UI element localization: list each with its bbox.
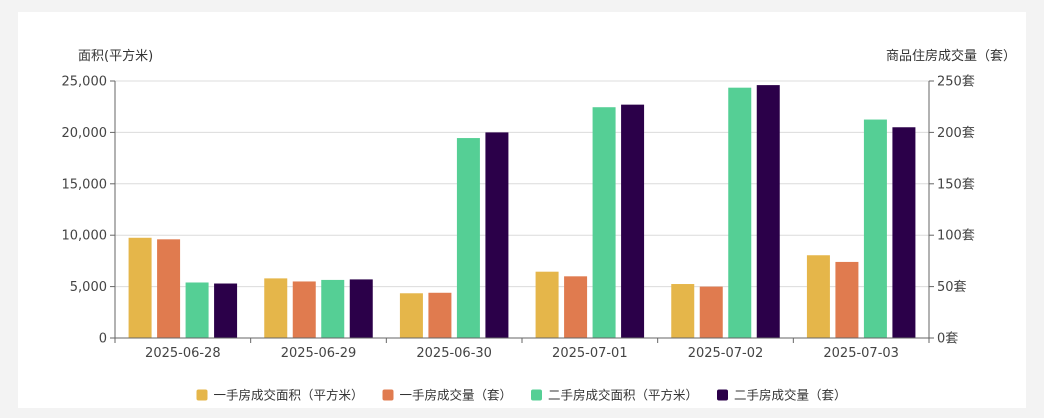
x-tick-label: 2025-06-28 [145, 346, 221, 361]
right-tick-label: 0套 [937, 331, 958, 347]
left-tick-label: 20,000 [62, 126, 108, 141]
bar-4-2025-07-01 [621, 104, 645, 338]
legend-swatch [382, 389, 394, 401]
bar-2-2025-07-03 [835, 261, 859, 338]
bar-2-2025-07-02 [699, 286, 723, 338]
legend-swatch [717, 389, 728, 401]
right-tick-label: 200套 [937, 125, 975, 141]
bar-1-2025-06-28 [128, 237, 152, 338]
bar-4-2025-07-02 [756, 85, 780, 338]
legend-item-label: 二手房成交面积（平方米） [548, 388, 698, 403]
gridlines [115, 80, 929, 288]
bar-2-2025-06-28 [157, 239, 181, 338]
bar-4-2025-06-28 [214, 283, 238, 338]
bar-3-2025-07-02 [728, 87, 752, 338]
left-axis-title: 面积(平方米) [78, 48, 153, 64]
x-tick-label: 2025-07-01 [552, 346, 628, 361]
bar-1-2025-06-30 [399, 293, 423, 338]
right-tick-label: 150套 [937, 176, 975, 192]
right-tick-label: 250套 [937, 74, 975, 90]
bar-3-2025-06-30 [456, 138, 480, 338]
bar-3-2025-06-29 [321, 279, 345, 338]
x-tick-label: 2025-07-03 [823, 346, 899, 361]
left-tick-label: 15,000 [62, 177, 108, 192]
legend: 一手房成交面积（平方米） 一手房成交量（套） 二手房成交面积（平方米） 二手房成交量（… [196, 388, 847, 403]
left-tick-label: 5,000 [70, 280, 107, 295]
x-tick-label: 2025-06-29 [281, 346, 357, 361]
legend-item-label: 一手房成交量（套） [400, 388, 513, 403]
bar-1-2025-07-03 [806, 255, 830, 338]
bar-1-2025-07-02 [671, 284, 695, 338]
bar-1-2025-06-29 [264, 278, 288, 338]
right-tick-label: 50套 [937, 279, 967, 295]
bar-2-2025-06-29 [292, 281, 316, 338]
right-tick-label: 100套 [937, 228, 975, 244]
legend-item-label: 一手房成交面积（平方米） [214, 388, 364, 403]
legend-item-label: 二手房成交量（套） [734, 388, 847, 403]
bar-4-2025-06-30 [485, 132, 509, 338]
left-tick-label: 25,000 [62, 75, 108, 90]
bars [128, 85, 916, 339]
bar-3-2025-07-03 [863, 119, 887, 338]
bar-3-2025-07-01 [592, 107, 616, 339]
legend-swatch [196, 389, 208, 401]
bar-2-2025-06-30 [428, 292, 452, 338]
bar-4-2025-07-03 [892, 127, 916, 338]
bar-2-2025-07-01 [564, 276, 588, 338]
axes: 0 5,000 10,000 15,000 20,000 25,000 0套 50套 100套 1… [62, 74, 975, 362]
bar-3-2025-06-28 [185, 282, 209, 338]
legend-swatch [531, 389, 542, 401]
left-tick-label: 10,000 [62, 229, 108, 244]
bar-4-2025-06-29 [349, 279, 373, 338]
x-tick-label: 2025-07-02 [688, 346, 764, 361]
left-tick-label: 0 [99, 332, 107, 347]
x-tick-label: 2025-06-30 [416, 346, 492, 361]
right-axis-title: 商品住房成交量（套） [886, 48, 1016, 64]
bar-1-2025-07-01 [535, 271, 559, 338]
